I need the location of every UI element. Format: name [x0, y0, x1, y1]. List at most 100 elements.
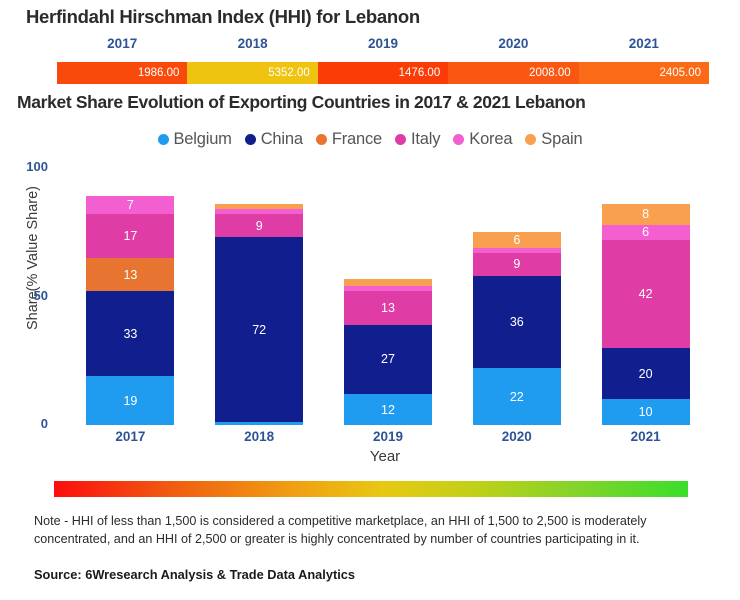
bar-stack-2017[interactable]: 19 33 13 17 7 [86, 196, 175, 425]
hhi-year-2020: 2020 [498, 36, 529, 51]
legend-swatch-icon [315, 134, 327, 145]
y-axis-title: Share(% Value Share) [25, 186, 41, 331]
bar-segment-2021-china[interactable]: 20 [601, 347, 690, 400]
bar-segment-2017-china[interactable]: 33 [86, 291, 175, 377]
bar-value-label: 17 [123, 229, 138, 244]
legend-entry-china[interactable]: China [244, 130, 303, 149]
bar-segment-2018-spain[interactable] [215, 204, 304, 210]
legend-label: Italy [411, 130, 441, 148]
bar-segment-2019-spain[interactable] [344, 278, 432, 287]
legend-label: Belgium [173, 130, 232, 148]
bar-value-label: 9 [255, 218, 263, 233]
legend-label: China [260, 130, 303, 148]
bar-slot-2017: 19 33 13 17 7 [86, 168, 175, 425]
bar-segment-2020-korea[interactable] [472, 247, 561, 253]
legend-entry-belgium[interactable]: Belgium [157, 130, 232, 149]
bar-slot-2021: 10 20 42 6 8 [601, 168, 690, 425]
hhi-scale-gradient-bar [54, 481, 688, 497]
legend-swatch-icon [244, 134, 256, 145]
bar-segment-2020-belgium[interactable]: 22 [472, 368, 561, 425]
y-axis-tick-0: 0 [40, 416, 48, 431]
bar-segment-2018-korea[interactable] [215, 209, 304, 215]
bar-slot-2020: 22 36 9 6 [472, 168, 561, 425]
bar-value-label: 10 [638, 405, 653, 420]
bar-value-label: 72 [252, 322, 267, 337]
bar-value-label: 20 [638, 366, 653, 381]
bar-value-label: 42 [638, 286, 653, 301]
bar-segment-2019-china[interactable]: 27 [344, 324, 432, 395]
hhi-value-2017: 1986.00 [57, 62, 188, 84]
bar-value-label: 13 [381, 301, 395, 316]
bar-segment-2018-belgium[interactable] [215, 422, 304, 425]
hhi-title: Herfindahl Hirschman Index (HHI) for Leb… [26, 6, 420, 27]
x-axis-tick-2019: 2019 [372, 429, 404, 444]
legend-label: Spain [541, 130, 583, 148]
legend-swatch-icon [525, 134, 537, 145]
bar-value-label: 13 [123, 267, 138, 282]
bar-segment-2017-korea[interactable]: 7 [86, 196, 175, 215]
x-axis-tick-2017: 2017 [115, 429, 146, 444]
bar-value-label: 33 [123, 326, 138, 341]
bar-value-label: 7 [126, 198, 134, 213]
bar-stack-2019[interactable]: 12 27 13 [344, 278, 432, 425]
hhi-value-2018: 5352.00 [187, 62, 318, 84]
footnote-text: Note - HHI of less than 1,500 is conside… [34, 514, 647, 547]
bar-value-label: 22 [509, 389, 524, 404]
bar-segment-2017-france[interactable]: 13 [86, 257, 175, 292]
chart-legend: Belgium China France Italy Korea Spain [0, 130, 740, 149]
hhi-value-2020: 2008.00 [448, 62, 579, 84]
legend-label: Korea [469, 130, 513, 148]
x-axis-title: Year [369, 448, 401, 465]
bar-value-label: 9 [513, 257, 521, 272]
bar-stack-2018[interactable]: 72 9 [215, 204, 304, 425]
hhi-value-2019: 1476.00 [317, 62, 449, 84]
hhi-year-header-row: 2017 2018 2019 2020 2021 [57, 36, 709, 51]
bar-segment-2021-italy[interactable]: 42 [601, 239, 690, 348]
legend-entry-france[interactable]: France [315, 130, 382, 149]
bar-segment-2018-china[interactable]: 72 [215, 237, 304, 423]
bar-value-label: 6 [642, 225, 650, 240]
bar-value-label: 6 [513, 233, 521, 247]
bar-segment-2021-spain[interactable]: 8 [601, 204, 690, 225]
bar-segment-2020-spain[interactable]: 6 [472, 232, 561, 248]
hhi-value-2021: 2405.00 [578, 62, 709, 84]
bar-segment-2021-korea[interactable]: 6 [601, 224, 690, 240]
source-text: Source: 6Wresearch Analysis & Trade Data… [34, 567, 356, 582]
x-axis-tick-2018: 2018 [244, 429, 275, 444]
legend-swatch-icon [395, 134, 406, 145]
legend-swatch-icon [453, 134, 465, 145]
bar-segment-2021-belgium[interactable]: 10 [601, 399, 690, 425]
bar-value-label: 27 [381, 352, 395, 367]
legend-entry-italy[interactable]: Italy [395, 130, 440, 149]
bar-segment-2020-italy[interactable]: 9 [472, 252, 561, 276]
bar-value-label: 12 [381, 402, 395, 417]
hhi-year-2018: 2018 [237, 36, 268, 51]
hhi-year-2019: 2019 [367, 36, 399, 51]
bar-segment-2017-italy[interactable]: 17 [86, 214, 175, 258]
bar-value-label: 19 [123, 393, 138, 408]
bar-stack-2020[interactable]: 22 36 9 6 [472, 232, 561, 425]
hhi-value-bar: 1986.00 5352.00 1476.00 2008.00 2405.00 [57, 62, 709, 84]
legend-entry-korea[interactable]: Korea [453, 130, 512, 149]
bar-value-label: 36 [509, 315, 524, 330]
legend-entry-spain[interactable]: Spain [525, 130, 583, 149]
legend-swatch-icon [157, 134, 169, 145]
bar-slot-2018: 72 9 [215, 168, 304, 425]
hhi-year-2021: 2021 [628, 36, 659, 51]
y-axis-tick-50: 50 [33, 287, 48, 303]
bar-stack-2021[interactable]: 10 20 42 6 8 [601, 204, 690, 425]
bar-value-label: 8 [642, 207, 650, 222]
stacked-bars-container: 19 33 13 17 7 72 9 12 27 13 22 36 9 6 10 20 42 6 8 [66, 168, 710, 425]
bar-segment-2019-belgium[interactable]: 12 [344, 394, 432, 425]
x-axis-tick-2021: 2021 [630, 429, 661, 444]
bar-segment-2018-italy[interactable]: 9 [215, 214, 304, 238]
chart-title: Market Share Evolution of Exporting Coun… [17, 92, 586, 112]
hhi-year-2017: 2017 [107, 36, 138, 51]
legend-label: France [331, 130, 382, 148]
y-axis-tick-100: 100 [26, 159, 48, 174]
bar-segment-2017-belgium[interactable]: 19 [86, 376, 175, 425]
bar-segment-2020-china[interactable]: 36 [472, 275, 561, 369]
bar-segment-2019-italy[interactable]: 13 [344, 291, 432, 325]
bar-segment-2019-korea[interactable] [344, 286, 432, 292]
